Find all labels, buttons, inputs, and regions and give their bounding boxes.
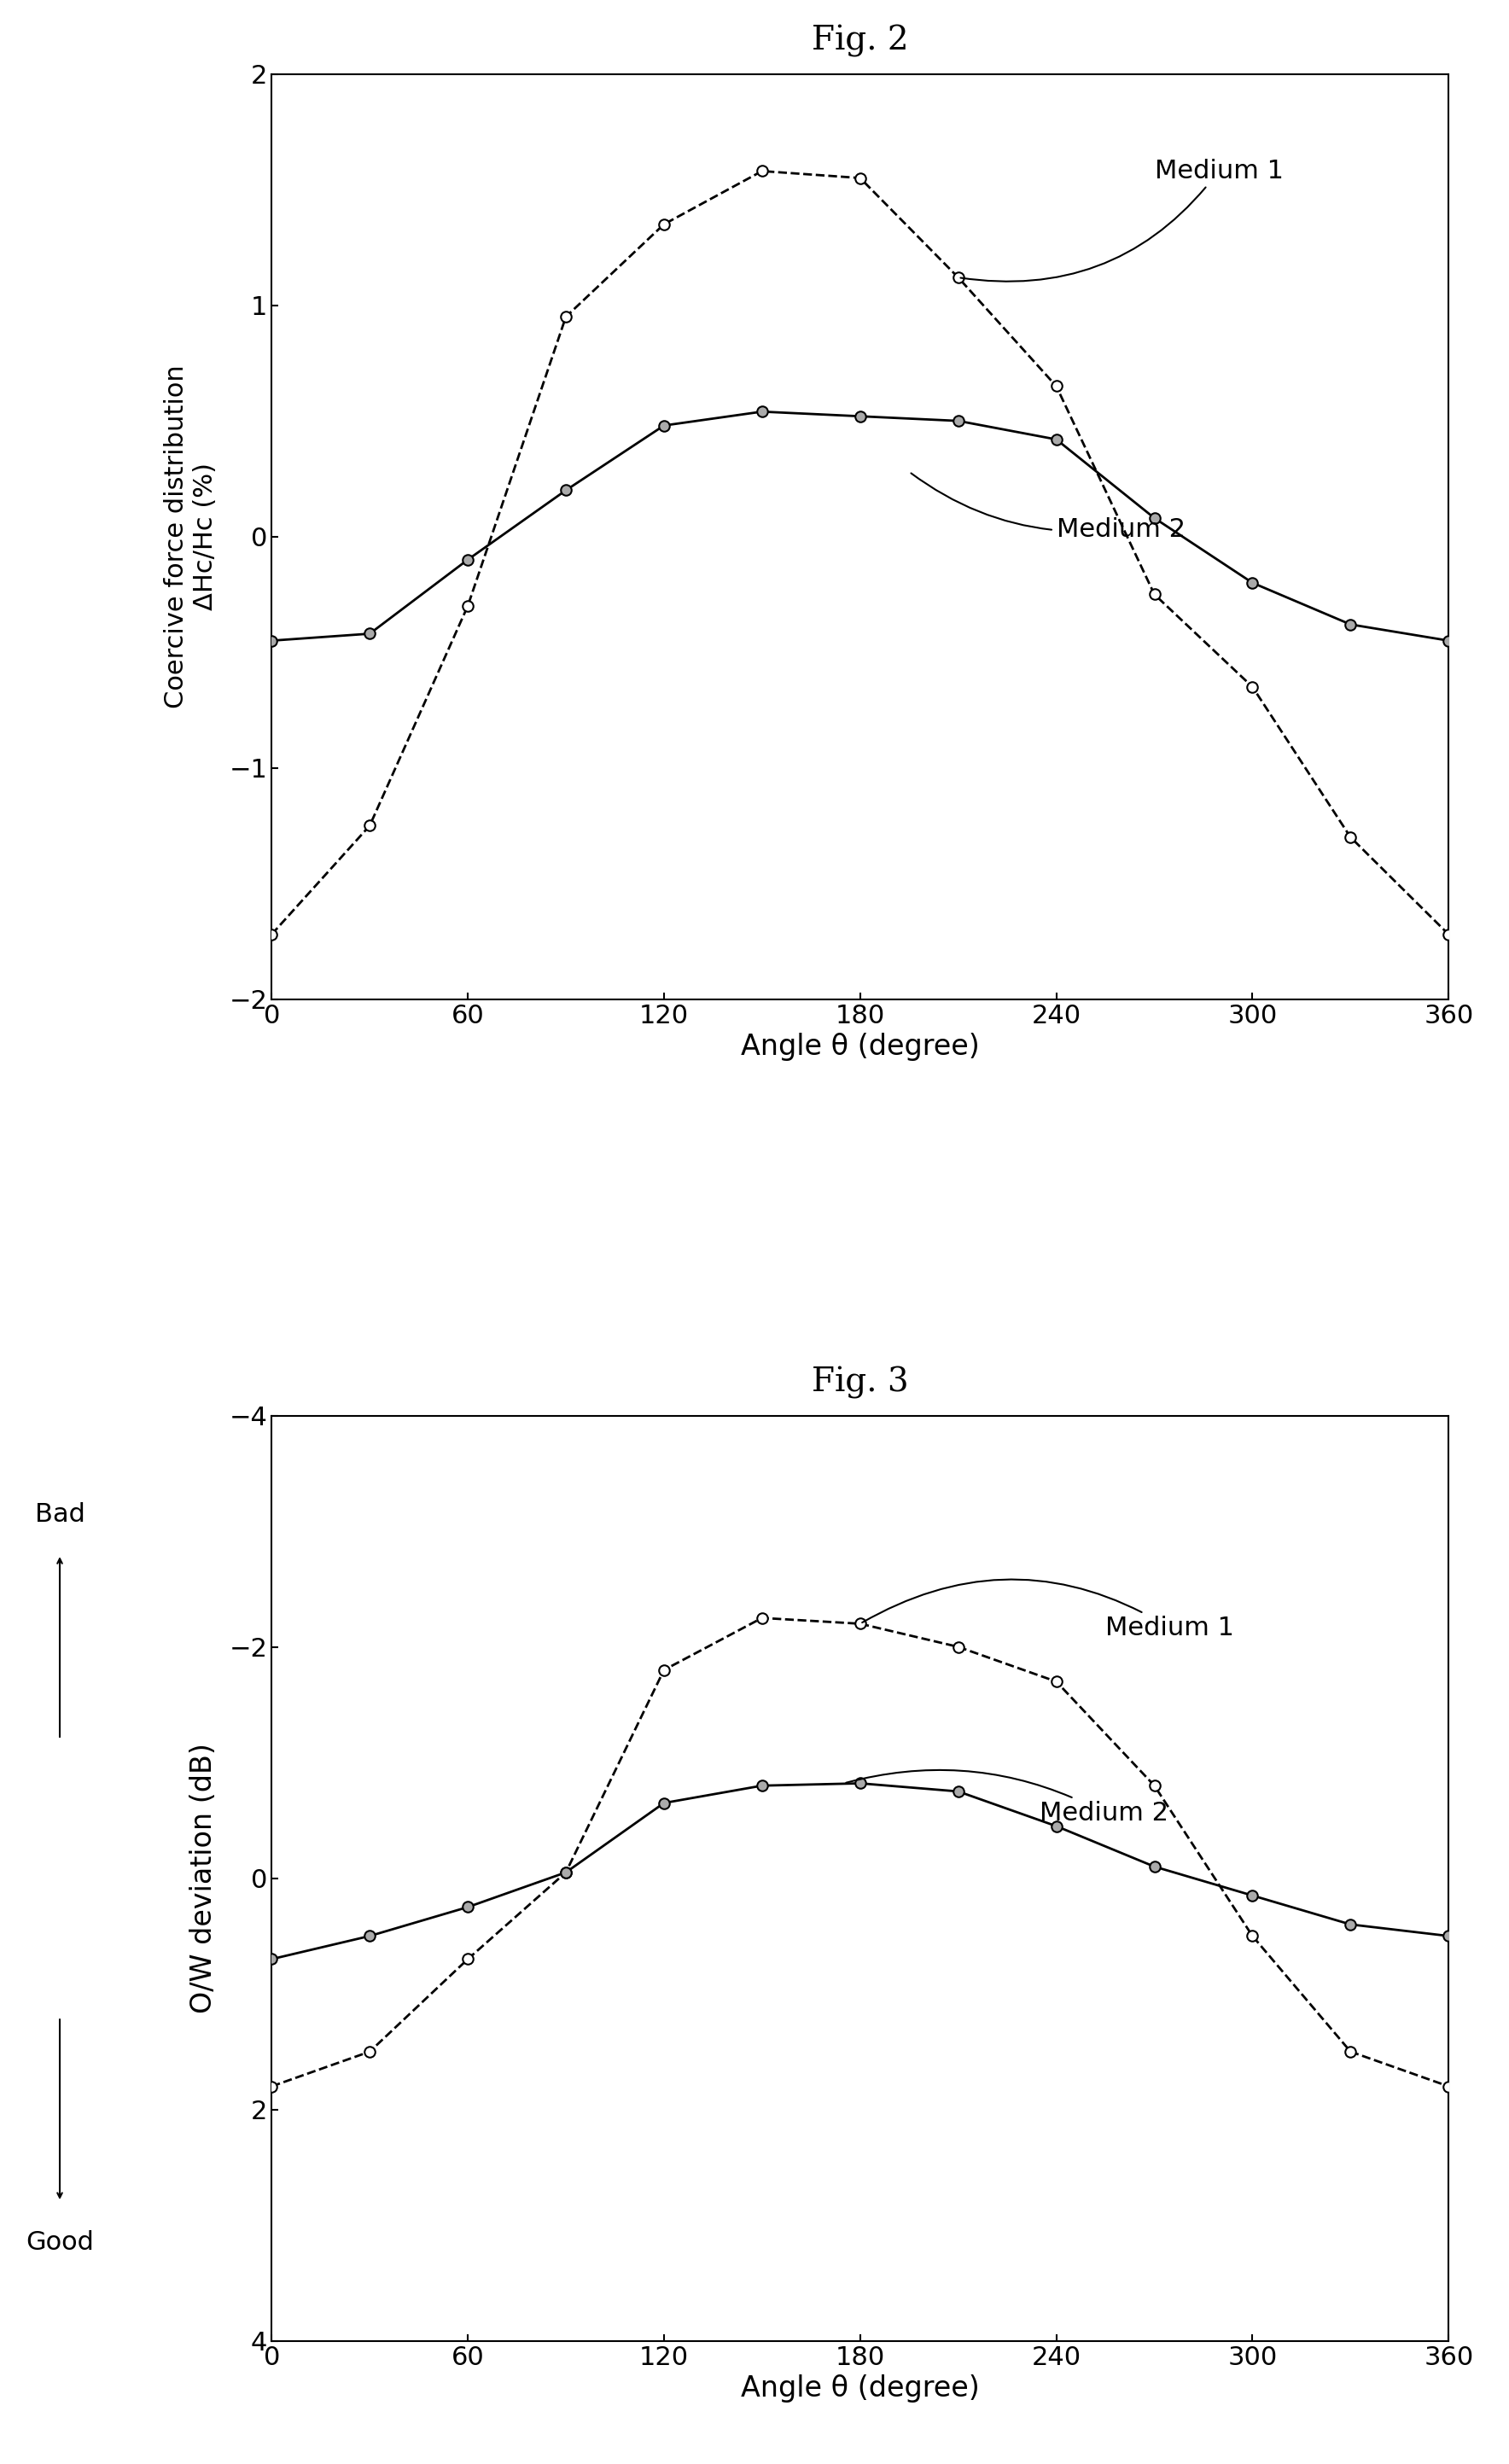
Text: Medium 1: Medium 1 bbox=[961, 158, 1283, 281]
Text: Medium 1: Medium 1 bbox=[862, 1579, 1234, 1641]
Title: Fig. 2: Fig. 2 bbox=[812, 25, 908, 57]
Text: Medium 2: Medium 2 bbox=[847, 1769, 1169, 1826]
Title: Fig. 3: Fig. 3 bbox=[812, 1368, 908, 1400]
Text: Medium 2: Medium 2 bbox=[911, 473, 1185, 542]
Text: Bad: Bad bbox=[35, 1503, 85, 1528]
Y-axis label: O/W deviation (dB): O/W deviation (dB) bbox=[189, 1742, 217, 2013]
Y-axis label: Coercive force distribution
ΔHc/Hc (%): Coercive force distribution ΔHc/Hc (%) bbox=[164, 365, 217, 710]
Text: Good: Good bbox=[26, 2230, 94, 2255]
X-axis label: Angle θ (degree): Angle θ (degree) bbox=[741, 2375, 979, 2402]
X-axis label: Angle θ (degree): Angle θ (degree) bbox=[741, 1032, 979, 1062]
